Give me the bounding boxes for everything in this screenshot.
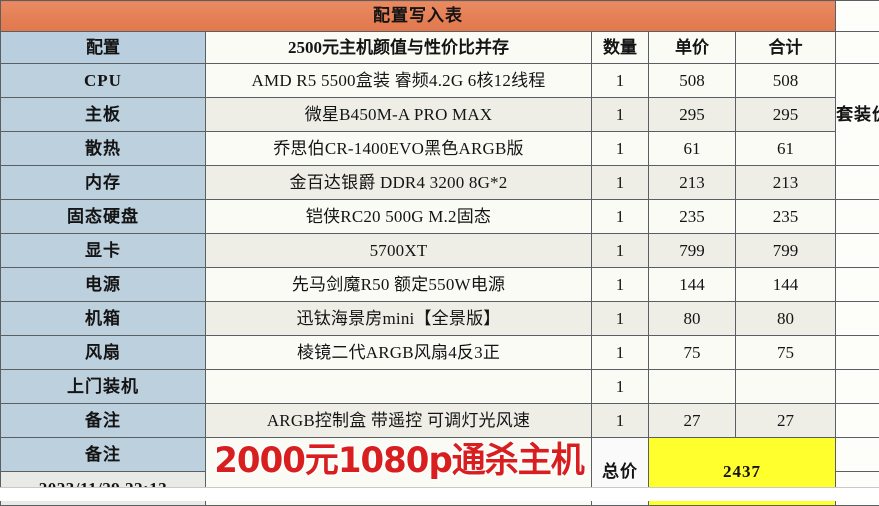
row-quantity[interactable]: 1	[592, 370, 649, 404]
row-total[interactable]: 27	[736, 404, 836, 438]
side-spacer	[836, 370, 879, 404]
row-unit-price[interactable]: 27	[649, 404, 736, 438]
row-category[interactable]: 显卡	[1, 234, 206, 268]
column-header-description[interactable]: 2500元主机颜值与性价比并存	[206, 32, 592, 64]
row-quantity[interactable]: 1	[592, 336, 649, 370]
row-description[interactable]: 乔思伯CR-1400EVO黑色ARGB版	[206, 132, 592, 166]
table-row: 上门装机 1	[1, 370, 879, 404]
row-total[interactable]: 61	[736, 132, 836, 166]
row-unit-price[interactable]: 213	[649, 166, 736, 200]
column-header-row: 配置 2500元主机颜值与性价比并存 数量 单价 合计	[1, 32, 879, 64]
bundle-price-label: 套装价格	[836, 64, 879, 166]
title-row-spacer	[836, 1, 879, 32]
sheet-bottom-filler	[0, 487, 879, 501]
row-quantity[interactable]: 1	[592, 166, 649, 200]
side-spacer	[836, 234, 879, 268]
row-unit-price[interactable]: 295	[649, 98, 736, 132]
column-header-category[interactable]: 配置	[1, 32, 206, 64]
row-category[interactable]: 内存	[1, 166, 206, 200]
row-category[interactable]: 散热	[1, 132, 206, 166]
row-total[interactable]: 508	[736, 64, 836, 98]
table-row: 风扇 棱镜二代ARGB风扇4反3正 1 75 75	[1, 336, 879, 370]
row-unit-price[interactable]: 235	[649, 200, 736, 234]
row-unit-price[interactable]	[649, 370, 736, 404]
row-quantity[interactable]: 1	[592, 268, 649, 302]
row-description[interactable]: AMD R5 5500盒装 睿频4.2G 6核12线程	[206, 64, 592, 98]
table-row: 内存 金百达银爵 DDR4 3200 8G*2 1 213 213	[1, 166, 879, 200]
column-header-unit-price[interactable]: 单价	[649, 32, 736, 64]
side-spacer	[836, 302, 879, 336]
row-unit-price[interactable]: 61	[649, 132, 736, 166]
row-category[interactable]: 风扇	[1, 336, 206, 370]
row-unit-price[interactable]: 75	[649, 336, 736, 370]
table-row: 机箱 迅钛海景房mini【全景版】 1 80 80	[1, 302, 879, 336]
side-spacer	[836, 404, 879, 438]
side-spacer	[836, 200, 879, 234]
row-description[interactable]: ARGB控制盒 带遥控 可调灯光风速	[206, 404, 592, 438]
title-row: 配置写入表	[1, 1, 879, 32]
row-category[interactable]: 固态硬盘	[1, 200, 206, 234]
table-row: 散热 乔思伯CR-1400EVO黑色ARGB版 1 61 61	[1, 132, 879, 166]
table-row: 备注 ARGB控制盒 带遥控 可调灯光风速 1 27 27	[1, 404, 879, 438]
row-total[interactable]: 75	[736, 336, 836, 370]
row-category[interactable]: 机箱	[1, 302, 206, 336]
row-total[interactable]: 213	[736, 166, 836, 200]
table-row: 电源 先马剑魔R50 额定550W电源 1 144 144	[1, 268, 879, 302]
row-quantity[interactable]: 1	[592, 234, 649, 268]
footer-category[interactable]: 备注	[1, 438, 206, 472]
row-total[interactable]: 80	[736, 302, 836, 336]
table-row: 固态硬盘 铠侠RC20 500G M.2固态 1 235 235	[1, 200, 879, 234]
row-total[interactable]: 235	[736, 200, 836, 234]
row-category[interactable]: 备注	[1, 404, 206, 438]
column-header-total[interactable]: 合计	[736, 32, 836, 64]
row-category[interactable]: 电源	[1, 268, 206, 302]
row-total[interactable]: 144	[736, 268, 836, 302]
row-quantity[interactable]: 1	[592, 98, 649, 132]
side-spacer	[836, 166, 879, 200]
row-quantity[interactable]: 1	[592, 64, 649, 98]
row-unit-price[interactable]: 799	[649, 234, 736, 268]
row-description[interactable]	[206, 370, 592, 404]
row-description[interactable]: 金百达银爵 DDR4 3200 8G*2	[206, 166, 592, 200]
row-description[interactable]: 棱镜二代ARGB风扇4反3正	[206, 336, 592, 370]
row-category[interactable]: 上门装机	[1, 370, 206, 404]
summary-row: 备注 总价 2437	[1, 438, 879, 472]
row-category[interactable]: CPU	[1, 64, 206, 98]
row-description[interactable]: 5700XT	[206, 234, 592, 268]
row-quantity[interactable]: 1	[592, 302, 649, 336]
table-row: CPU AMD R5 5500盒装 睿频4.2G 6核12线程 1 508 50…	[1, 64, 879, 98]
row-unit-price[interactable]: 508	[649, 64, 736, 98]
side-spacer	[836, 438, 879, 472]
row-total[interactable]: 799	[736, 234, 836, 268]
row-unit-price[interactable]: 144	[649, 268, 736, 302]
row-quantity[interactable]: 1	[592, 132, 649, 166]
side-spacer	[836, 268, 879, 302]
sheet-title: 配置写入表	[1, 1, 836, 32]
side-spacer	[836, 336, 879, 370]
column-header-quantity[interactable]: 数量	[592, 32, 649, 64]
table-row: 显卡 5700XT 1 799 799	[1, 234, 879, 268]
row-total[interactable]	[736, 370, 836, 404]
table-row: 主板 微星B450M-A PRO MAX 1 295 295	[1, 98, 879, 132]
row-total[interactable]: 295	[736, 98, 836, 132]
row-quantity[interactable]: 1	[592, 200, 649, 234]
row-description[interactable]: 迅钛海景房mini【全景版】	[206, 302, 592, 336]
row-description[interactable]: 铠侠RC20 500G M.2固态	[206, 200, 592, 234]
row-description[interactable]: 先马剑魔R50 额定550W电源	[206, 268, 592, 302]
header-row-spacer	[836, 32, 879, 64]
row-unit-price[interactable]: 80	[649, 302, 736, 336]
row-category[interactable]: 主板	[1, 98, 206, 132]
row-description[interactable]: 微星B450M-A PRO MAX	[206, 98, 592, 132]
row-quantity[interactable]: 1	[592, 404, 649, 438]
